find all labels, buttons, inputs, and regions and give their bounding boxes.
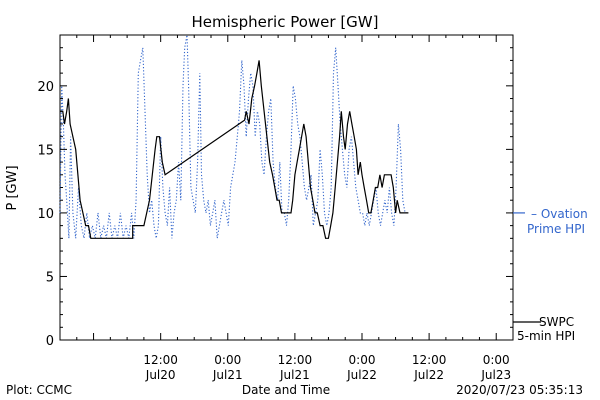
plot-credit: Plot: CCMC <box>6 383 72 397</box>
legend-label-swpc-line1: SWPC <box>539 315 574 329</box>
x-tick-label-date: Jul23 <box>480 368 511 382</box>
y-tick-label: 5 <box>46 270 54 285</box>
plot-border <box>59 34 514 341</box>
x-axis-label: Date and Time <box>242 383 330 397</box>
x-tick-label-time: 0:00 <box>483 353 510 367</box>
y-tick-label: 10 <box>37 207 54 222</box>
legend-label-ovation-line2: Prime HPI <box>527 222 585 236</box>
series-layer <box>59 34 409 239</box>
y-axis: 0 5 10 15 20 <box>37 34 513 349</box>
x-tick-label-date: Jul21 <box>212 368 243 382</box>
legend-label-swpc-line2: 5-min HPI <box>517 329 575 343</box>
x-tick-label-date: Jul20 <box>145 368 176 382</box>
x-tick-label-date: Jul22 <box>413 368 444 382</box>
x-tick-label-time: 12:00 <box>412 353 447 367</box>
series-line-swpc <box>60 60 409 239</box>
x-axis: 12:00Jul200:00Jul2112:00Jul210:00Jul2212… <box>59 35 514 382</box>
x-tick-label-time: 0:00 <box>349 353 376 367</box>
y-axis-label: P [GW] <box>5 165 20 210</box>
y-tick-label: 0 <box>46 334 54 349</box>
plot-frame <box>59 34 514 341</box>
chart-title: Hemispheric Power [GW] <box>192 13 379 31</box>
x-tick-label-date: Jul21 <box>279 368 310 382</box>
x-tick-label-date: Jul22 <box>346 368 377 382</box>
timestamp: 2020/07/23 05:35:13 <box>456 383 583 397</box>
y-tick-label: 20 <box>37 80 54 95</box>
x-tick-label-time: 12:00 <box>278 353 313 367</box>
legend-label-ovation-line1: – Ovation <box>531 207 588 221</box>
y-tick-label: 15 <box>37 143 54 158</box>
x-tick-label-time: 0:00 <box>214 353 241 367</box>
series-line-ovation <box>59 34 409 239</box>
x-tick-label-time: 12:00 <box>143 353 178 367</box>
